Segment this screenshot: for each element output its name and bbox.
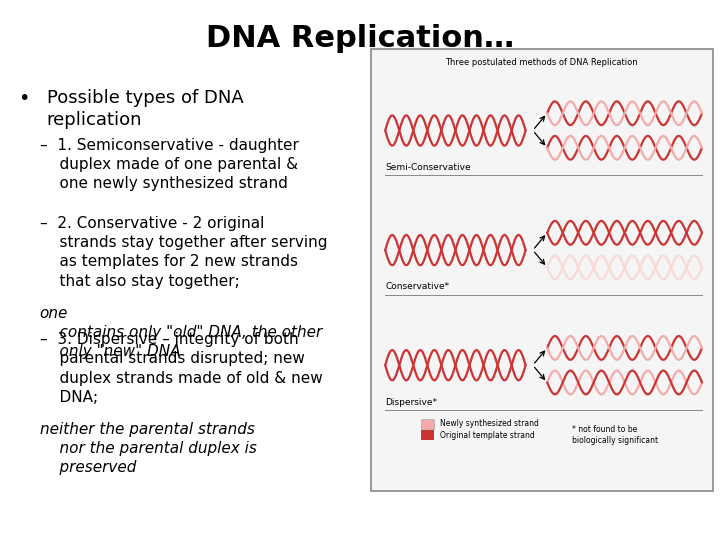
Text: Original template strand: Original template strand [440, 431, 535, 440]
Text: –  2. Conservative - 2 original
    strands stay together after serving
    as t: – 2. Conservative - 2 original strands s… [40, 216, 327, 288]
Text: Dispersive*: Dispersive* [385, 397, 437, 407]
Text: Possible types of DNA
replication: Possible types of DNA replication [47, 89, 243, 129]
Text: –  1. Semiconservative - daughter
    duplex made of one parental &
    one newl: – 1. Semiconservative - daughter duplex … [40, 138, 299, 191]
Text: Three postulated methods of DNA Replication: Three postulated methods of DNA Replicat… [446, 58, 638, 68]
Text: Semi-Conservative: Semi-Conservative [385, 163, 471, 172]
Text: * not found to be
biologically significant: * not found to be biologically significa… [572, 425, 659, 446]
Text: Newly synthesized strand: Newly synthesized strand [440, 420, 539, 428]
Bar [421, 419, 434, 429]
Text: neither the parental strands
    nor the parental duplex is
    preserved: neither the parental strands nor the par… [40, 422, 256, 475]
Text: one
    contains only "old" DNA, the other
    only "new" DNA: one contains only "old" DNA, the other o… [40, 306, 322, 359]
Bar [371, 49, 713, 491]
Text: –  3. Dispersive – integrity of both
    parental strands disrupted; new
    dup: – 3. Dispersive – integrity of both pare… [40, 332, 323, 404]
Text: Conservative*: Conservative* [385, 282, 449, 292]
Text: DNA Replication…: DNA Replication… [206, 24, 514, 53]
Bar [421, 430, 434, 440]
Text: •: • [18, 89, 30, 108]
